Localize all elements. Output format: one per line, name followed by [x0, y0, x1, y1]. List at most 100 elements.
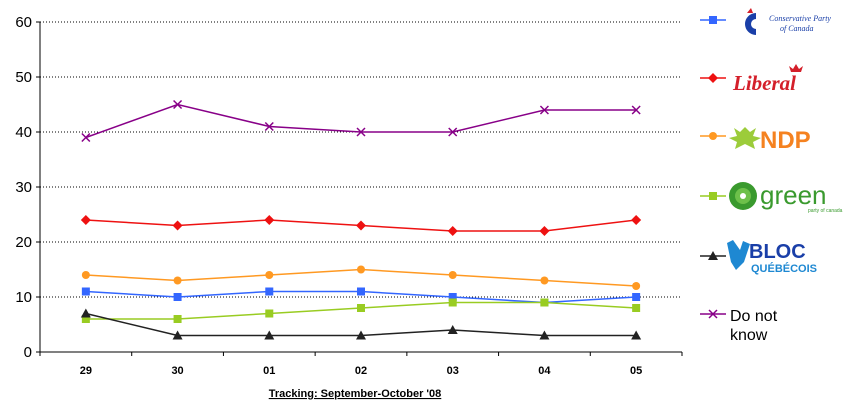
series: [80, 99, 642, 340]
x-tick-label: 01: [263, 365, 275, 377]
data-point: [448, 298, 457, 307]
legend-marker-shape: [708, 73, 718, 83]
series-3: [81, 298, 641, 323]
data-point: [356, 330, 366, 340]
x-tick-labels: 29 30 01 02 03 04 05: [39, 352, 683, 377]
legend-item-conservative: Conservative Party of Canada: [700, 8, 831, 35]
green-logo-subtext: party of canada: [808, 208, 843, 214]
y-tick-labels: 0 10 20 30 40 50 60: [15, 14, 32, 361]
y-tick-label: 40: [15, 124, 32, 141]
bloc-logo-line2: QUÉBÉCOIS: [751, 262, 817, 275]
legend-item-do-not-know: Do not know: [700, 308, 778, 344]
data-point: [81, 315, 90, 323]
conservative-logo: Conservative Party of Canada: [745, 8, 831, 35]
legend-label-do-not-know-line2: know: [730, 327, 768, 344]
legend-item-liberal: Liberal: [700, 64, 803, 95]
data-point: [172, 220, 183, 231]
data-point: [447, 226, 458, 236]
data-point: [173, 293, 182, 301]
y-tick-label: 10: [15, 289, 32, 306]
data-point: [632, 304, 641, 312]
legend-marker-ndp: [700, 132, 726, 140]
x-tick-label: 04: [538, 365, 551, 377]
series-4: [80, 308, 642, 340]
data-point: [80, 215, 91, 225]
data-point: [631, 105, 641, 115]
data-point: [632, 282, 641, 290]
data-point: [540, 298, 549, 307]
y-tick-label: 30: [15, 179, 32, 196]
x-tick-label: 03: [447, 365, 459, 377]
data-point: [540, 276, 549, 285]
ndp-leaf-icon: [729, 127, 761, 149]
data-point: [632, 293, 641, 301]
series-5: [81, 99, 641, 143]
data-point: [631, 330, 642, 340]
x-tick-label: 02: [355, 365, 367, 377]
legend-item-bloc: BLOC QUÉBÉCOIS: [700, 240, 817, 275]
data-point: [264, 215, 275, 225]
data-point: [173, 315, 182, 323]
data-point: [265, 271, 274, 279]
data-point: [357, 304, 365, 312]
liberal-logo-text: Liberal: [732, 71, 796, 95]
axes: [39, 22, 682, 353]
ndp-logo-text: NDP: [760, 127, 811, 154]
data-point: [264, 121, 274, 132]
data-point: [356, 127, 366, 137]
data-point: [357, 287, 365, 296]
y-tick-label: 60: [15, 14, 32, 31]
y-tick-label: 20: [15, 234, 32, 251]
legend-marker-shape: [709, 132, 717, 140]
x-tick-label: 05: [630, 365, 642, 377]
legend-marker-shape: [709, 16, 717, 24]
legend-marker-shape: [708, 251, 718, 260]
legend-marker-do-not-know: [700, 309, 726, 319]
data-point: [265, 309, 274, 318]
data-point: [81, 271, 90, 279]
legend-item-green: green party of canada: [700, 180, 843, 214]
legend-marker-liberal: [700, 73, 726, 83]
legend-marker-shape: [708, 309, 718, 319]
green-logo-text: green: [760, 180, 827, 210]
y-tick-label: 50: [15, 69, 32, 86]
data-point: [173, 276, 182, 285]
legend: Conservative Party of Canada Liberal NDP…: [700, 8, 843, 344]
legend-marker-shape: [709, 192, 717, 200]
legend-item-ndp: NDP: [700, 127, 811, 154]
data-point: [447, 325, 458, 334]
data-point: [265, 287, 274, 296]
x-tick-label: 30: [171, 365, 183, 377]
data-point: [173, 99, 183, 110]
legend-label-do-not-know-line1: Do not: [730, 308, 778, 325]
legend-marker-bloc: [700, 251, 726, 260]
data-point: [448, 271, 457, 279]
legend-marker-green: [700, 192, 726, 200]
conservative-logo-line2: of Canada: [780, 24, 814, 33]
data-point: [631, 215, 642, 225]
green-flower-icon: [729, 182, 757, 210]
data-point: [539, 330, 550, 340]
series-2: [81, 265, 641, 290]
data-point: [81, 132, 91, 143]
x-tick-label: 29: [80, 365, 92, 377]
y-tick-label: 0: [24, 344, 32, 361]
x-axis-label: Tracking: September-October '08: [269, 388, 442, 400]
bloc-logo-line1: BLOC: [749, 241, 806, 263]
data-point: [172, 330, 183, 340]
data-point: [81, 287, 90, 296]
data-point: [539, 226, 550, 236]
data-point: [264, 330, 275, 340]
maple-leaf-icon: [789, 64, 803, 72]
data-point: [448, 293, 457, 301]
data-point: [356, 220, 366, 231]
grid-lines: [36, 21, 682, 353]
data-point: [448, 127, 458, 137]
legend-marker-conservative: [700, 16, 726, 24]
bloc-fleur-icon: [727, 240, 750, 270]
conservative-logo-line1: Conservative Party: [769, 14, 831, 23]
data-point: [357, 265, 365, 274]
data-point: [539, 105, 549, 115]
data-point: [80, 308, 91, 318]
